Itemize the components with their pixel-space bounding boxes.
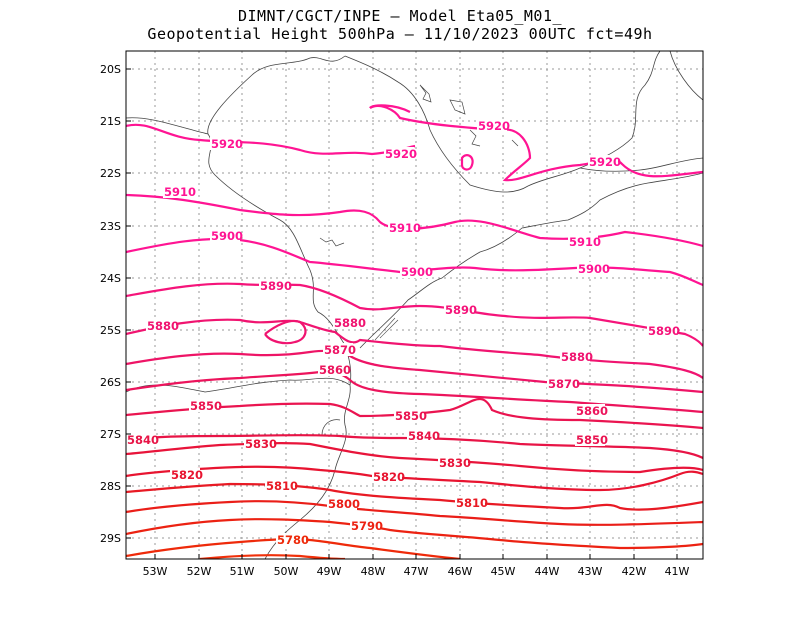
contour-5920-west (126, 123, 416, 156)
contour-5800 (126, 500, 703, 526)
contour-5880-bump (264, 319, 307, 345)
contour-5840 (126, 434, 703, 459)
lat-label: 24S (100, 272, 121, 285)
contour-label: 5850 (395, 409, 427, 423)
contour-label: 5910 (569, 235, 601, 249)
axis-ticks (126, 68, 678, 559)
contour-5920-north-loop (369, 104, 411, 113)
lat-label: 27S (100, 428, 121, 441)
contour-label: 5780 (277, 533, 309, 547)
contour-label: 5870 (324, 343, 356, 357)
contour-label: 5880 (334, 316, 366, 330)
contour-5920-north (369, 104, 703, 182)
lat-label: 25S (100, 324, 121, 337)
contour-5830 (126, 442, 703, 474)
lon-label: 47W (404, 565, 429, 578)
lat-label: 28S (100, 480, 121, 493)
lon-label: 51W (230, 565, 255, 578)
lon-label: 49W (317, 565, 342, 578)
contour-label: 5840 (408, 429, 440, 443)
contour-5880 (126, 318, 703, 379)
contour-label: 5850 (190, 399, 222, 413)
contour-label: 5920 (478, 119, 510, 133)
contour-label: 5880 (147, 319, 179, 333)
contour-label: 5910 (164, 185, 196, 199)
lat-label: 26S (100, 376, 121, 389)
lat-label: 23S (100, 220, 121, 233)
contour-label: 5920 (385, 147, 417, 161)
contour-label: 5870 (548, 377, 580, 391)
lon-label: 52W (187, 565, 212, 578)
contour-label: 5790 (351, 519, 383, 533)
contour-label: 5820 (373, 470, 405, 484)
map-frame (125, 50, 704, 560)
contour-5780 (126, 538, 461, 559)
map-title-line2: Geopotential Height 500hPa – 11/10/2023 … (147, 25, 653, 43)
contour-labels: 5920 5920 5920 5920 5910 5910 5910 5900 … (126, 119, 680, 547)
contour-label: 5840 (127, 433, 159, 447)
lon-label: 53W (143, 565, 168, 578)
contour-label: 5910 (389, 221, 421, 235)
lon-label: 41W (665, 565, 690, 578)
lon-label: 45W (491, 565, 516, 578)
lon-label: 44W (535, 565, 560, 578)
contour-label: 5920 (211, 137, 243, 151)
contour-label: 5810 (266, 479, 298, 493)
contour-label: 5800 (328, 497, 360, 511)
contour-5920-closed (460, 154, 474, 171)
lat-label: 22S (100, 167, 121, 180)
contour-label: 5830 (439, 456, 471, 470)
contour-label: 5900 (401, 265, 433, 279)
contour-5810 (126, 482, 703, 511)
contour-5790 (126, 518, 703, 550)
contour-label: 5860 (319, 363, 351, 377)
contour-label: 5850 (576, 433, 608, 447)
contour-label: 5890 (260, 279, 292, 293)
contour-label: 5900 (211, 229, 243, 243)
lon-label: 46W (448, 565, 473, 578)
longitude-labels: 53W 52W 51W 50W 49W 48W 47W 46W 45W 44W … (143, 565, 690, 578)
contour-5770 (199, 554, 346, 559)
lat-label: 29S (100, 532, 121, 545)
contour-label: 5890 (445, 303, 477, 317)
lon-label: 42W (622, 565, 647, 578)
lon-label: 48W (361, 565, 386, 578)
contour-5860 (126, 370, 703, 414)
lat-label: 21S (100, 115, 121, 128)
contour-label: 5860 (576, 404, 608, 418)
contour-label: 5820 (171, 468, 203, 482)
lat-label: 20S (100, 63, 121, 76)
contour-label: 5920 (589, 155, 621, 169)
graticule-grid (126, 51, 703, 559)
contour-5820 (126, 465, 703, 492)
contour-5890 (126, 282, 703, 347)
lon-label: 50W (274, 565, 299, 578)
latitude-labels: 20S 21S 22S 23S 24S 25S 26S 27S 28S 29S (100, 63, 121, 545)
contour-label: 5810 (456, 496, 488, 510)
contour-label: 5890 (648, 324, 680, 338)
contour-5870 (126, 349, 703, 394)
coastline-and-borders (126, 51, 703, 559)
contour-label: 5830 (245, 437, 277, 451)
contour-5900 (126, 237, 703, 287)
contour-label: 5880 (561, 350, 593, 364)
map-title-line1: DIMNT/CGCT/INPE – Model Eta05_M01_ (237, 7, 563, 25)
contour-label: 5900 (578, 262, 610, 276)
lon-label: 43W (578, 565, 603, 578)
